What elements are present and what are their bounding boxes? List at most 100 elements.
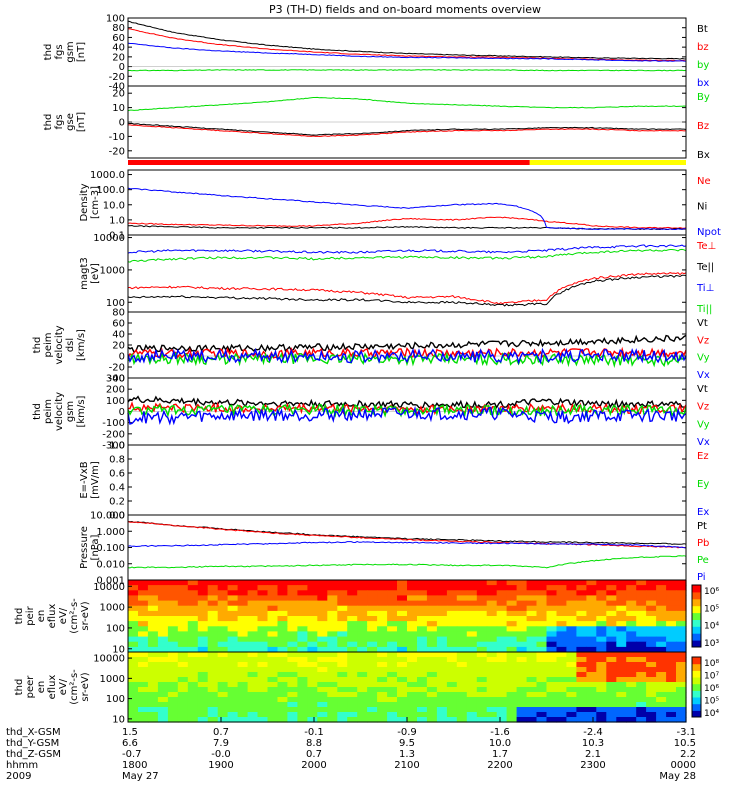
spectro-cell-peer_spectrogram [676, 717, 687, 723]
spectro-cell-peir_spectrogram [556, 621, 568, 627]
spectro-cell-peir_spectrogram [217, 610, 229, 617]
spectro-cell-peer_spectrogram [496, 672, 508, 678]
spectro-cell-peer_spectrogram [138, 692, 149, 698]
spectro-cell-peir_spectrogram [586, 621, 597, 627]
ylabel-fgs_gsm-0: thd [43, 44, 54, 61]
ylabel-peer_spectrogram-1: peer [25, 675, 36, 699]
spectro-cell-peir_spectrogram [516, 590, 528, 596]
spectro-cell-peir_spectrogram [676, 616, 687, 622]
spectro-cell-peer_spectrogram [128, 692, 139, 698]
spectro-cell-peir_spectrogram [197, 600, 209, 607]
spectro-cell-peer_spectrogram [387, 657, 398, 663]
spectro-cell-peir_spectrogram [486, 590, 498, 596]
spectro-cell-peir_spectrogram [466, 585, 478, 591]
spectro-cell-peir_spectrogram [436, 616, 448, 622]
ylabel-peim_velocity_gsm-0: thd [32, 403, 43, 420]
spectro-cell-peer_spectrogram [566, 692, 577, 698]
spectro-cell-peer_spectrogram [476, 717, 488, 723]
ylabel-fgs_gse-2: gse [65, 113, 76, 131]
spectro-cell-peer_spectrogram [417, 657, 428, 663]
colorbar-cell-peer_spectrogram [692, 683, 701, 691]
ylabel-peer_spectrogram-5: (cm²-s- [69, 669, 80, 705]
spectro-cell-peir_spectrogram [546, 621, 558, 627]
spectro-cell-peir_spectrogram [656, 626, 667, 632]
spectro-cell-peir_spectrogram [426, 600, 438, 607]
spectro-cell-peir_spectrogram [486, 631, 498, 638]
spectro-cell-peer_spectrogram [337, 667, 348, 673]
spectro-cell-peer_spectrogram [516, 662, 528, 668]
spectro-cell-peir_spectrogram [576, 636, 587, 643]
colorbar-cell-peer_spectrogram [692, 697, 701, 705]
spectro-cell-peer_spectrogram [138, 687, 149, 693]
spectro-cell-peir_spectrogram [297, 590, 308, 596]
spectro-cell-peir_spectrogram [476, 580, 488, 586]
spectro-cell-peer_spectrogram [327, 702, 338, 708]
spectro-cell-peir_spectrogram [646, 631, 657, 638]
spectro-cell-peir_spectrogram [277, 580, 289, 586]
series-magt3-1 [127, 274, 687, 307]
spectro-cell-peer_spectrogram [287, 667, 298, 673]
spectro-cell-peir_spectrogram [566, 631, 577, 638]
spectro-cell-peer_spectrogram [337, 697, 348, 703]
spectro-cell-peer_spectrogram [357, 652, 368, 658]
spectro-cell-peir_spectrogram [426, 621, 438, 627]
spectro-cell-peer_spectrogram [526, 702, 538, 708]
spectro-cell-peer_spectrogram [317, 687, 328, 693]
spectro-cell-peir_spectrogram [436, 600, 448, 607]
spectro-cell-peer_spectrogram [307, 687, 318, 693]
spectro-cell-peir_spectrogram [596, 646, 607, 653]
spectro-cell-peer_spectrogram [536, 677, 548, 683]
colorbar-tick-peir_spectrogram-1: 10⁵ [704, 604, 719, 614]
spectro-cell-peir_spectrogram [446, 626, 458, 632]
spectro-cell-peir_spectrogram [138, 626, 149, 632]
spectro-cell-peir_spectrogram [566, 610, 577, 617]
spectro-cell-peer_spectrogram [526, 687, 538, 693]
spectro-cell-peir_spectrogram [187, 610, 199, 617]
spectro-cell-peer_spectrogram [317, 672, 328, 678]
spectro-cell-peir_spectrogram [327, 621, 338, 627]
spectro-cell-peir_spectrogram [287, 646, 298, 653]
spectro-cell-peir_spectrogram [297, 580, 308, 586]
spectro-cell-peir_spectrogram [506, 585, 518, 591]
spectro-cell-peer_spectrogram [247, 657, 259, 663]
spectro-cell-peir_spectrogram [377, 590, 388, 596]
spectro-cell-peir_spectrogram [237, 580, 249, 586]
spectro-cell-peir_spectrogram [646, 636, 657, 643]
spectro-cell-peer_spectrogram [187, 652, 199, 658]
legend-peim_velocity_gsm-3: Vx [697, 437, 710, 448]
spectro-cell-peer_spectrogram [526, 692, 538, 698]
spectro-cell-peir_spectrogram [466, 605, 478, 612]
ytick-peim_velocity_dsl-6: -40 [109, 374, 125, 385]
spectro-cell-peir_spectrogram [397, 590, 408, 596]
spectro-cell-peir_spectrogram [536, 580, 548, 586]
spectro-cell-peer_spectrogram [656, 662, 667, 668]
spectro-cell-peer_spectrogram [257, 657, 269, 663]
spectro-cell-peer_spectrogram [287, 697, 298, 703]
spectro-cell-peir_spectrogram [486, 626, 498, 632]
spectro-cell-peir_spectrogram [297, 626, 308, 632]
spectro-cell-peer_spectrogram [566, 682, 577, 688]
spectro-cell-peir_spectrogram [636, 641, 647, 648]
spectro-cell-peir_spectrogram [187, 631, 199, 638]
spectro-cell-peer_spectrogram [157, 677, 169, 683]
spectro-cell-peir_spectrogram [516, 646, 528, 653]
spectro-cell-peir_spectrogram [287, 641, 298, 648]
spectro-cell-peer_spectrogram [616, 692, 627, 698]
spectro-cell-peir_spectrogram [297, 641, 308, 648]
spectro-cell-peir_spectrogram [138, 580, 149, 586]
spectro-cell-peer_spectrogram [217, 697, 229, 703]
spectro-cell-peer_spectrogram [676, 652, 687, 658]
spectro-cell-peir_spectrogram [217, 626, 229, 632]
spectro-cell-peer_spectrogram [207, 652, 219, 658]
spectro-cell-peir_spectrogram [417, 590, 428, 596]
spectro-cell-peir_spectrogram [128, 636, 139, 643]
spectro-cell-peer_spectrogram [128, 657, 139, 663]
spectro-cell-peer_spectrogram [367, 682, 378, 688]
spectro-cell-peir_spectrogram [586, 585, 597, 591]
spectro-cell-peir_spectrogram [157, 610, 169, 617]
spectro-cell-peir_spectrogram [596, 636, 607, 643]
spectro-cell-peer_spectrogram [626, 662, 637, 668]
spectro-cell-peer_spectrogram [476, 667, 488, 673]
spectro-cell-peer_spectrogram [606, 672, 617, 678]
spectro-cell-peir_spectrogram [476, 595, 488, 602]
